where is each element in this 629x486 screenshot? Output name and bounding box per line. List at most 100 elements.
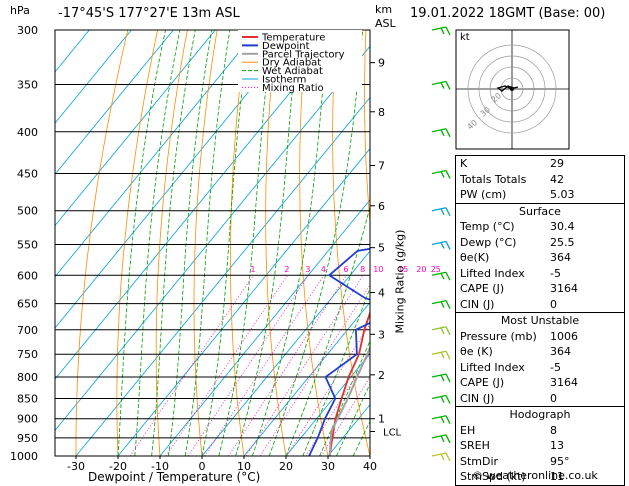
- wet-adiabat-line: [201, 30, 251, 456]
- km-tick-label: 7: [378, 160, 385, 173]
- isotherm-line: [55, 30, 90, 73]
- surface-title: Surface: [456, 202, 624, 220]
- isotherm-line: [55, 30, 132, 124]
- wind-barb: [431, 350, 447, 355]
- index-row: θe (K) 364: [456, 344, 624, 360]
- index-label: CAPE (J): [460, 282, 505, 295]
- pressure-tick-label: 700: [17, 324, 38, 337]
- pressure-tick-label: 400: [17, 126, 38, 139]
- index-row: StmSpd (kt) 11: [456, 469, 624, 485]
- mixing-ratio-label: 4: [321, 265, 326, 274]
- mixing-ratio-label: 6: [344, 265, 349, 274]
- mixing-ratio-line: [165, 275, 288, 456]
- pressure-tick-label: 950: [17, 432, 38, 445]
- dry-adiabat-line: [193, 30, 218, 456]
- mixing-ratio-line: [204, 275, 325, 456]
- index-value: 364: [550, 345, 571, 358]
- index-label: CIN (J): [460, 391, 495, 405]
- mixing-ratio-label: 20: [416, 265, 426, 274]
- legend-item: Dewpoint: [262, 41, 310, 52]
- temperature-tick-label: 10: [237, 460, 251, 473]
- wind-barb: [431, 394, 447, 400]
- index-value: 30.4: [550, 220, 575, 233]
- pressure-tick-label: 450: [17, 167, 38, 180]
- wind-barb: [431, 415, 447, 420]
- index-label: Totals Totals: [460, 172, 527, 186]
- index-row: Dewp (°C) 25.5: [456, 235, 624, 251]
- hpa-label: hPa: [10, 4, 30, 17]
- series-temperature-line: [328, 310, 370, 456]
- mixing-ratio-label: 8: [360, 265, 365, 274]
- temperature-tick-label: -20: [109, 460, 127, 473]
- index-row: K 29: [456, 156, 624, 172]
- wind-barb: [431, 128, 447, 133]
- wind-barb: [431, 207, 447, 212]
- index-value: 25.5: [550, 235, 575, 249]
- index-value: 3164: [550, 376, 578, 389]
- index-row: PW (cm) 5.03: [456, 187, 624, 203]
- mixing-ratio-label: 1: [250, 265, 255, 274]
- index-value: 29: [550, 157, 564, 170]
- index-row: Totals Totals 42: [456, 172, 624, 188]
- index-label: CIN (J): [460, 297, 495, 311]
- isotherm-line: [159, 199, 370, 456]
- temperature-tick-label: 0: [199, 460, 206, 473]
- index-value: 364: [550, 251, 571, 264]
- wind-barb: [431, 240, 447, 246]
- wind-barb: [431, 434, 447, 439]
- index-row: Lifted Index -5: [456, 266, 624, 282]
- lcl-label: LCL: [383, 427, 402, 438]
- index-value: 11: [550, 470, 564, 483]
- dry-adiabat-line: [230, 30, 248, 456]
- pressure-tick-label: 500: [17, 205, 38, 218]
- temperature-tick-label: 30: [321, 460, 335, 473]
- wind-barb: [431, 373, 447, 378]
- km-tick-label: 9: [378, 57, 385, 70]
- pressure-tick-label: 750: [17, 348, 38, 361]
- index-row: CAPE (J) 3164: [456, 281, 624, 297]
- mixing-ratio-line: [320, 376, 370, 456]
- wet-adiabat-line: [336, 382, 370, 456]
- hodograph-title: Hodograph: [456, 406, 624, 423]
- pressure-tick-label: 900: [17, 413, 38, 426]
- mixing-ratio-label: 10: [373, 265, 383, 274]
- pressure-tick-label: 350: [17, 79, 38, 92]
- isotherm-line: [75, 96, 370, 456]
- legend-item: Isotherm: [262, 75, 306, 86]
- km-tick-label: 8: [378, 106, 385, 119]
- plot-frame: [54, 29, 371, 457]
- pressure-tick-label: 1000: [10, 450, 38, 463]
- isotherm-line: [55, 30, 258, 278]
- index-value: 13: [550, 439, 564, 452]
- pressure-tick-label: 650: [17, 298, 38, 311]
- index-label: StmDir: [460, 454, 499, 468]
- isotherm-line: [55, 30, 174, 175]
- datetime-title: 19.01.2022 18GMT (Base: 00): [410, 6, 606, 21]
- pressure-tick-label: 600: [17, 269, 38, 282]
- legend-item: Wet Adiabat: [262, 66, 323, 77]
- wind-barb: [431, 80, 447, 86]
- temperature-tick-label: -30: [67, 460, 85, 473]
- index-value: 5.03: [550, 188, 575, 201]
- hodograph-panel: kt 20 30 40: [455, 29, 570, 150]
- index-label: PW (cm): [460, 188, 507, 201]
- index-label: Dewp (°C): [460, 235, 517, 249]
- location-title: -17°45'S 177°27'E 13m ASL: [58, 6, 240, 21]
- dry-adiabat-line: [155, 30, 188, 456]
- hodograph-trace: [496, 85, 519, 92]
- mixing-ratio-label: 25: [431, 265, 441, 274]
- mixing-ratio-line: [228, 275, 347, 456]
- index-value: 0: [550, 297, 557, 311]
- pressure-tick-label: 800: [17, 371, 38, 384]
- pressure-tick-label: 550: [17, 238, 38, 251]
- isotherm-line: [117, 148, 370, 456]
- pressure-tick-label: 850: [17, 392, 38, 405]
- km-tick-label: 1: [378, 413, 385, 426]
- index-row: CIN (J) 0: [456, 297, 624, 313]
- index-row: CIN (J) 0: [456, 391, 624, 407]
- index-row: Lifted Index -5: [456, 360, 624, 376]
- legend-item: Temperature: [261, 33, 325, 44]
- index-label: StmSpd (kt): [460, 470, 526, 483]
- pressure-grid: [55, 29, 375, 459]
